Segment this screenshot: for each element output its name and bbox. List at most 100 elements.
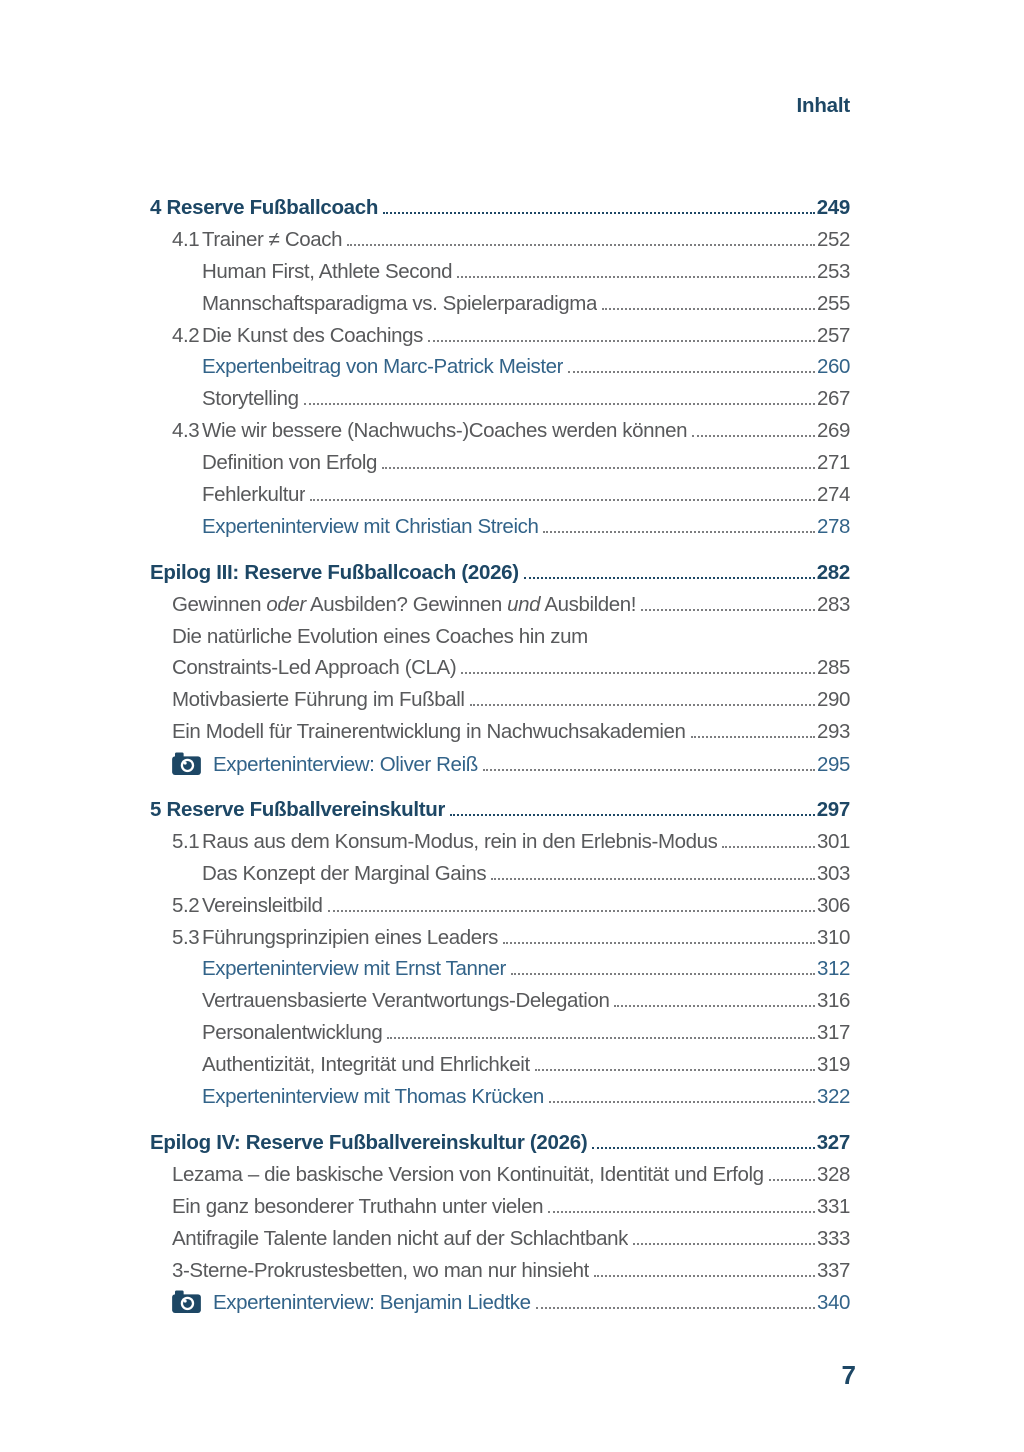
chapter-title: Epilog IV: Reserve Fußballvereinskultur … [150,1130,588,1154]
running-head: Inhalt [796,94,851,117]
dot-leader [568,371,815,374]
dot-leader [347,243,815,246]
dot-leader [692,435,815,438]
entry-page-number: 290 [816,688,850,712]
entry-page-number: 274 [816,483,850,507]
dot-leader [534,1069,815,1072]
toc-entry: Storytelling 267 [150,383,850,415]
entry-title: Experteninterview mit Christian Streich [202,514,539,538]
entry-title: Mannschaftsparadigma vs. Spielerparadigm… [202,291,597,315]
entry-page-number: 282 [816,560,851,584]
entry-page-number: 278 [816,514,850,538]
entry-page-number: 337 [816,1258,850,1282]
entry-page-number: 327 [816,1130,851,1154]
entry-title-fragment: Gewinnen [172,592,267,616]
toc-entry: 4.2 Die Kunst des Coachings 257 [150,320,850,352]
chapter-title: 5 Reserve Fußballvereinskultur [150,798,446,822]
entry-page-number: 297 [816,798,851,822]
entry-number: 4.1 [172,227,200,251]
entry-page-number: 316 [816,989,850,1013]
dot-leader [722,845,815,848]
toc-entry: Human First, Athlete Second 253 [150,256,850,288]
entry-title-italic-word: und [507,592,541,616]
dot-leader [535,1307,815,1310]
dot-leader [503,941,815,944]
entry-title-fragment: Ausbilden! [540,592,637,616]
entry-page-number: 260 [816,355,850,379]
entry-page-number: 310 [816,925,850,949]
dot-leader [457,275,815,278]
entry-title: Die natürliche Evolution eines Coaches h… [172,624,588,648]
entry-page-number: 306 [816,893,850,917]
toc-entry: 3-Sterne-Prokrustesbetten, wo man nur hi… [150,1255,850,1287]
toc-entry: Motivbasierte Führung im Fußball 290 [150,684,850,716]
dot-leader [548,1210,815,1213]
toc-entry: Experteninterview: Oliver Reiß 295 [150,748,850,780]
toc-entry: Personalentwicklung 317 [150,1017,850,1049]
entry-number: 5.3 [172,925,200,949]
toc-entry: 5.1 Raus aus dem Konsum-Modus, rein in de… [150,826,850,858]
entry-page-number: 317 [816,1021,850,1045]
entry-number: 4.2 [172,323,200,347]
entry-page-number: 267 [816,387,850,411]
toc-entry: Experteninterview mit Ernst Tanner 312 [150,953,850,985]
dot-leader [387,1037,815,1040]
dot-leader [491,877,815,880]
toc-entry: Lezama – die baskische Version von Konti… [150,1159,850,1191]
toc-entry: Mannschaftsparadigma vs. Spielerparadigm… [150,288,850,320]
entry-title: Constraints-Led Approach (CLA) [172,656,457,680]
toc-list: 4 Reserve Fußballcoach 249 4.1 Trainer ≠ Co… [150,192,850,1318]
camera-icon [172,752,201,776]
page-number: 7 [841,1360,856,1390]
dot-leader [482,769,815,772]
entry-number: 4.3 [172,419,200,443]
dot-leader [303,403,815,406]
entry-title: 3-Sterne-Prokrustesbetten, wo man nur hi… [172,1258,589,1282]
dot-leader [310,499,815,502]
entry-page-number: 312 [816,957,850,981]
toc-entry: Gewinnen oder Ausbilden? Gewinnen und Au… [150,589,850,621]
entry-title: Ein Modell für Trainerentwicklung in Nac… [172,720,686,744]
entry-title: Das Konzept der Marginal Gains [202,861,487,885]
dot-leader [383,212,815,214]
entry-title: Human First, Athlete Second [202,259,453,283]
entry-title: Storytelling [202,387,299,411]
dot-leader [593,1274,815,1277]
toc-entry: Expertenbeitrag von Marc-Patrick Meister… [150,351,850,383]
entry-title-fragment: Ausbilden? Gewinnen [305,592,508,616]
entry-page-number: 285 [816,656,850,680]
entry-title: Authentizität, Integrität und Ehrlichkei… [202,1053,530,1077]
chapter-title: Epilog III: Reserve Fußballcoach (2026) [150,560,519,584]
entry-page-number: 253 [816,259,850,283]
toc-entry: Constraints-Led Approach (CLA) 285 [150,652,850,684]
toc-entry: 4.3 Wie wir bessere (Nachwuchs-)Coaches w… [150,415,850,447]
dot-leader [523,576,815,579]
entry-page-number: 269 [816,419,850,443]
entry-title: Führungsprinzipien eines Leaders [202,925,499,949]
toc-entry: 5.2 Vereinsleitbild 306 [150,890,850,922]
entry-title: Raus aus dem Konsum-Modus, rein in den E… [202,829,718,853]
dot-leader [592,1146,815,1149]
chapter-title: 4 Reserve Fußballcoach [150,196,379,219]
toc-chapter-heading: Epilog III: Reserve Fußballcoach (2026) 2… [150,557,850,589]
entry-page-number: 331 [816,1194,850,1218]
toc-entry: Das Konzept der Marginal Gains 303 [150,858,850,890]
dot-leader [469,704,815,707]
entry-page-number: 328 [816,1162,850,1186]
toc-entry: Antifragile Talente landen nicht auf der… [150,1223,850,1255]
dot-leader [428,339,815,342]
toc-entry: Ein ganz besonderer Truthahn unter viele… [150,1191,850,1223]
entry-title: Die Kunst des Coachings [202,323,423,347]
toc-chapter-heading: 5 Reserve Fußballvereinskultur 297 [150,794,850,826]
entry-title: Vertrauensbasierte Verantwortungs-Delega… [202,989,610,1013]
entry-title: Vereinsleitbild [202,893,323,917]
dot-leader [510,973,815,976]
dot-leader [382,467,815,470]
toc-chapter-heading: 4 Reserve Fußballcoach 249 [150,192,850,224]
entry-title: Ein ganz besonderer Truthahn unter viele… [172,1194,544,1218]
dot-leader [327,909,815,912]
entry-title: Motivbasierte Führung im Fußball [172,688,465,712]
entry-page-number: 333 [816,1226,850,1250]
entry-title: Antifragile Talente landen nicht auf der… [172,1226,628,1250]
toc-entry: Definition von Erfolg 271 [150,447,850,479]
